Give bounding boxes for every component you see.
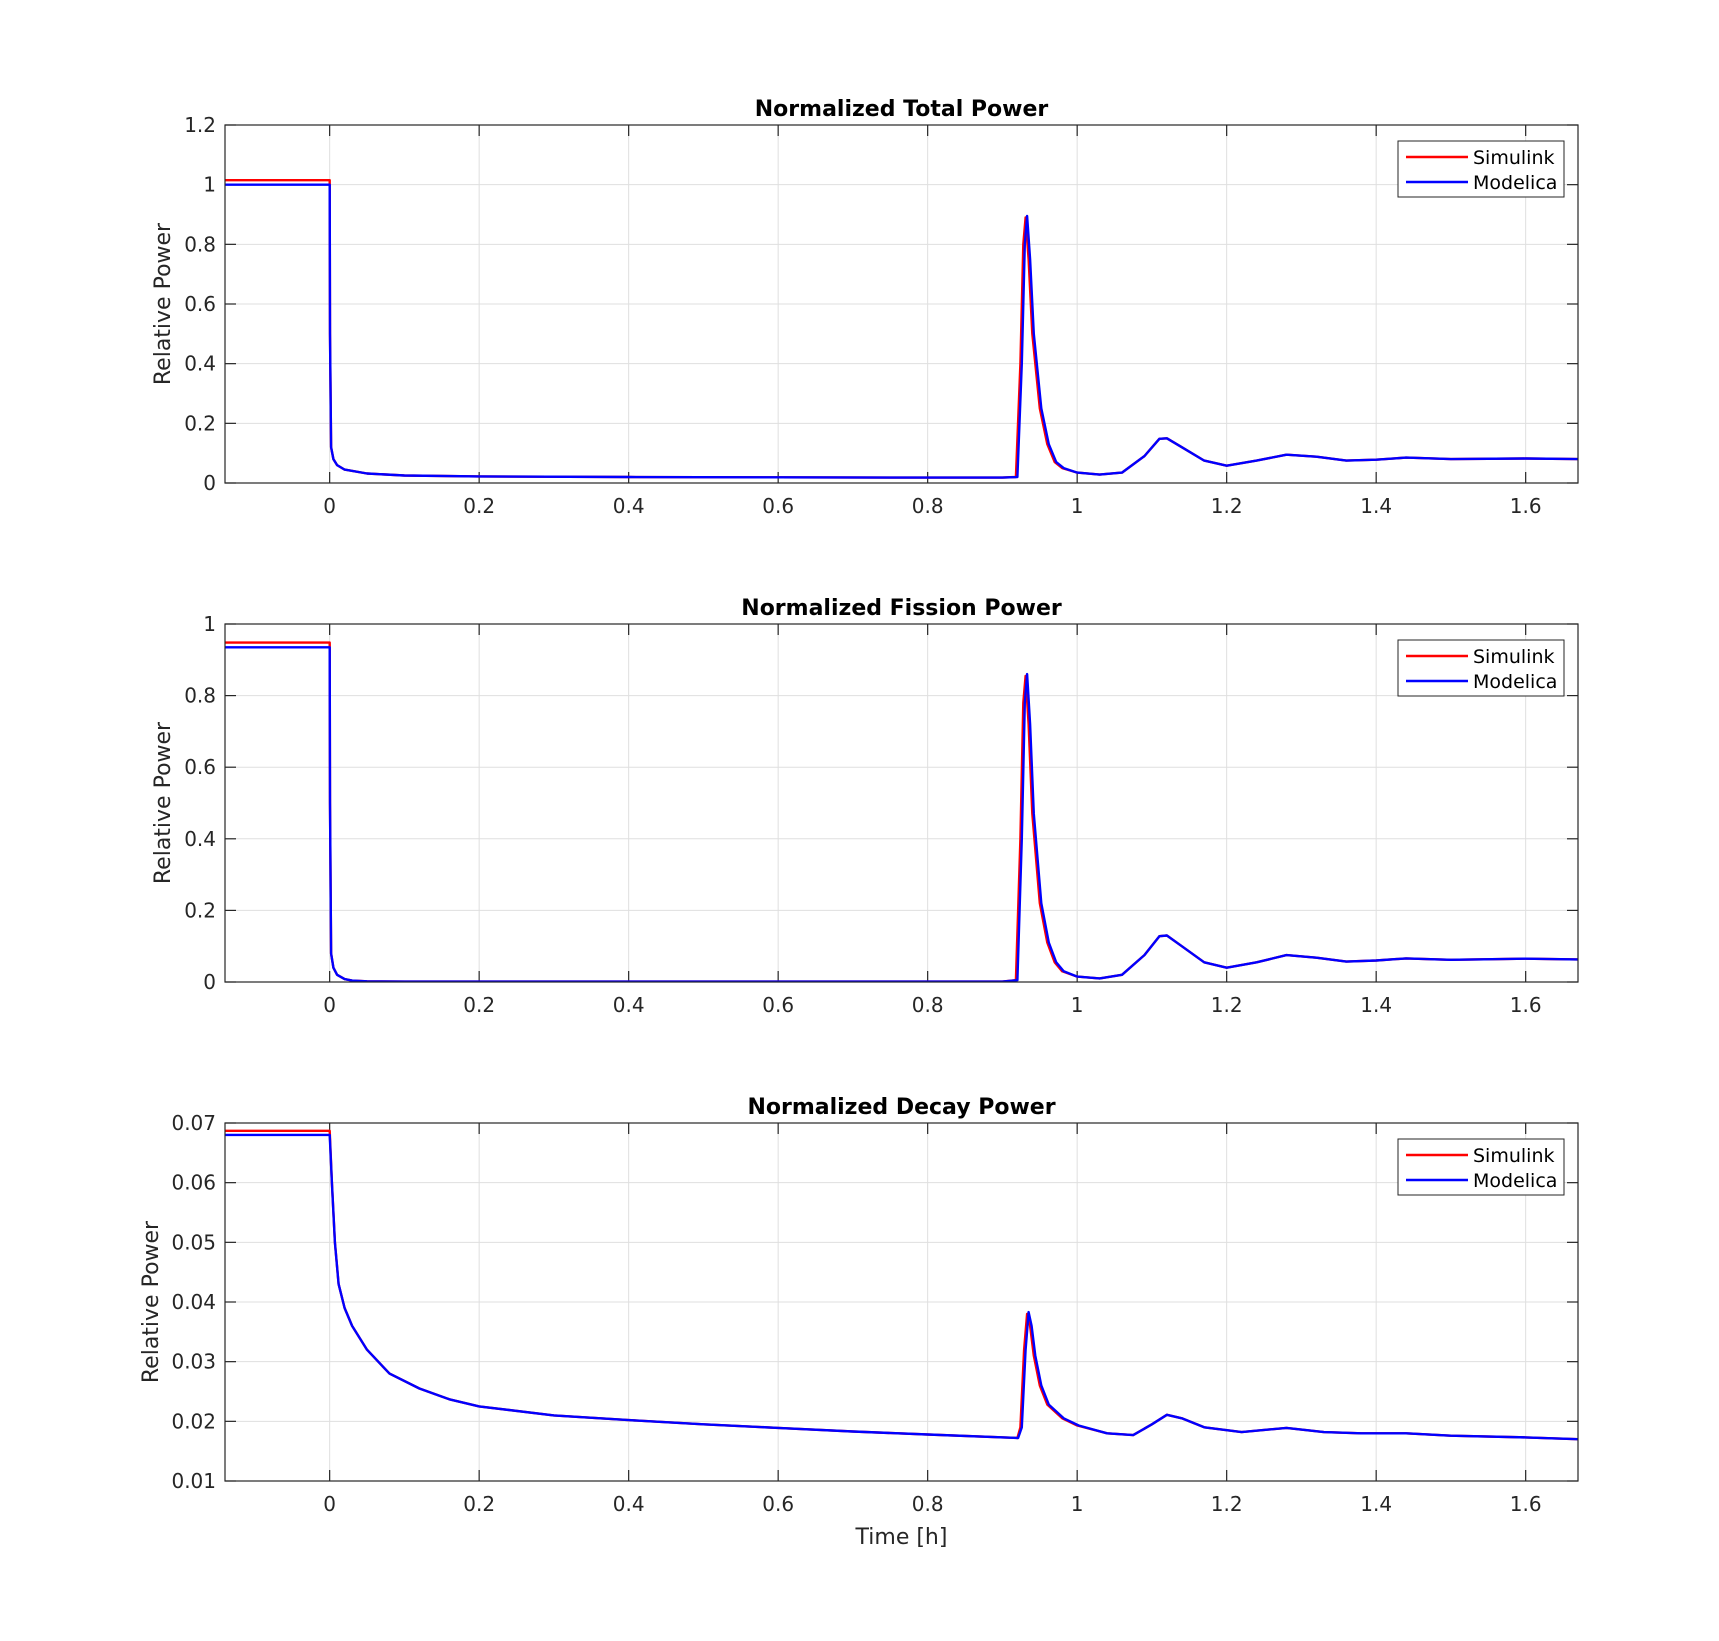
x-tick-label: 0.8 [912,1492,944,1516]
y-tick-label: 0.6 [184,292,216,316]
x-tick-label: 1 [1071,993,1084,1017]
grid [225,1122,1578,1482]
y-tick-label: 0.8 [184,684,216,708]
y-tick-label: 0.03 [171,1350,216,1374]
x-tick-label: 0.6 [762,494,794,518]
x-tick-label: 1 [1071,1492,1084,1516]
legend: Simulink Modelica [1397,140,1565,198]
y-tick-label: 0.6 [184,755,216,779]
x-tick-label: 0.2 [463,1492,495,1516]
y-axis-label: Relative Power [151,222,176,385]
grid [225,124,1578,484]
legend: Simulink Modelica [1397,1138,1565,1196]
plot-area [225,624,1578,982]
legend-label: Simulink [1473,147,1555,169]
x-tick-label: 1 [1071,494,1084,518]
chart-title: Normalized Fission Power [741,596,1062,621]
x-tick-label: 0 [323,494,336,518]
y-tick-label: 1.2 [184,113,216,137]
x-tick-label: 1.6 [1510,494,1542,518]
legend-box [1397,140,1565,198]
y-tick-label: 0.04 [171,1290,216,1314]
y-tick-label: 0 [203,970,216,994]
x-tick-label: 1.2 [1211,1492,1243,1516]
legend-label: Simulink [1473,1145,1555,1167]
panel-fission-power: Normalized Fission Power Relative Power … [151,596,1579,1017]
y-tick-label: 0.06 [171,1171,216,1195]
x-tick-label: 0.4 [613,494,645,518]
series-group [225,1129,1578,1441]
y-tick-label: 0.4 [184,827,216,851]
panel-decay-power: Normalized Decay Power Relative Power Ti… [139,1095,1579,1550]
series-group [225,178,1578,479]
y-tick-label: 0.07 [171,1111,216,1135]
y-axis-label: Relative Power [151,721,176,884]
x-tick-label: 1.2 [1211,993,1243,1017]
x-tick-label: 1.4 [1360,1492,1392,1516]
panel-total-power: Normalized Total Power Relative Power 0 0… [151,97,1579,518]
legend: Simulink Modelica [1397,639,1565,697]
series-line-modelica [225,183,1578,479]
y-tick-label: 0.4 [184,352,216,376]
x-tick-label: 1.2 [1211,494,1243,518]
x-axis-label: Time [h] [855,1525,948,1550]
y-tick-label: 0.01 [171,1469,216,1493]
grid [225,623,1578,983]
y-tick-label: 0.05 [171,1230,216,1254]
legend-box [1397,1138,1565,1196]
y-tick-label: 0.2 [184,898,216,922]
x-tick-label: 0 [323,993,336,1017]
y-tick-label: 0 [203,471,216,495]
series-line-modelica [225,646,1578,982]
x-tick-label: 0.2 [463,993,495,1017]
chart-title: Normalized Total Power [755,97,1049,122]
y-tick-label: 0.8 [184,232,216,256]
x-tick-label: 0.2 [463,494,495,518]
legend-label: Modelica [1473,671,1557,693]
x-tick-label: 1.6 [1510,1492,1542,1516]
x-tick-label: 0.4 [613,1492,645,1516]
x-tick-label: 0.6 [762,993,794,1017]
x-tick-label: 0.6 [762,1492,794,1516]
y-tick-label: 1 [203,173,216,197]
x-tick-label: 1.6 [1510,993,1542,1017]
legend-label: Simulink [1473,646,1555,668]
legend-label: Modelica [1473,1170,1557,1192]
chart-title: Normalized Decay Power [747,1095,1055,1120]
y-tick-label: 0.2 [184,411,216,435]
axes-frame [224,124,1579,484]
x-tick-label: 0.8 [912,494,944,518]
legend-label: Modelica [1473,172,1557,194]
x-tick-label: 0 [323,1492,336,1516]
legend-box [1397,639,1565,697]
x-tick-label: 1.4 [1360,993,1392,1017]
axes-frame [224,1122,1579,1482]
series-line-modelica [225,1133,1578,1441]
y-tick-label: 1 [203,612,216,636]
x-tick-label: 0.4 [613,993,645,1017]
x-tick-label: 0.8 [912,993,944,1017]
axes-frame [224,623,1579,983]
x-tick-label: 1.4 [1360,494,1392,518]
series-group [225,641,1578,982]
y-axis-label: Relative Power [139,1220,164,1383]
y-tick-label: 0.02 [171,1409,216,1433]
